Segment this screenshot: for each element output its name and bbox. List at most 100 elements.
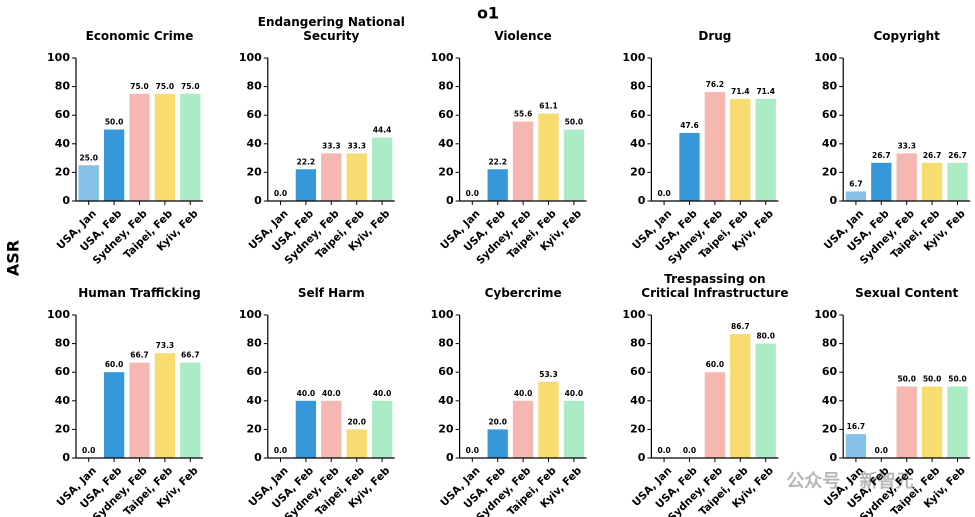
value-label: 71.4 xyxy=(731,87,750,96)
y-tick-label: 80 xyxy=(55,80,71,93)
subplot-title: Sexual Content xyxy=(855,286,959,300)
y-tick-label: 40 xyxy=(55,137,71,150)
y-tick-label: 0 xyxy=(446,451,454,464)
value-label: 0.0 xyxy=(274,189,287,198)
bar xyxy=(538,381,559,458)
y-tick-label: 0 xyxy=(830,194,838,207)
y-tick-label: 20 xyxy=(246,165,262,178)
value-label: 47.6 xyxy=(680,121,699,130)
y-tick-label: 0 xyxy=(638,451,646,464)
value-label: 0.0 xyxy=(875,446,888,455)
y-tick-label: 40 xyxy=(438,394,454,407)
value-label: 44.4 xyxy=(373,126,392,135)
bar xyxy=(730,98,751,201)
value-label: 75.0 xyxy=(181,82,200,91)
value-label: 40.0 xyxy=(297,389,316,398)
bar xyxy=(487,169,508,201)
y-tick-label: 100 xyxy=(431,51,454,64)
y-tick-label: 60 xyxy=(822,365,838,378)
bar xyxy=(154,93,176,201)
value-label: 6.7 xyxy=(849,179,862,188)
y-tick-label: 60 xyxy=(630,108,646,121)
y-tick-label: 20 xyxy=(55,422,71,435)
y-tick-label: 0 xyxy=(638,194,646,207)
bar xyxy=(921,162,943,201)
y-tick-label: 60 xyxy=(630,365,646,378)
bar xyxy=(512,121,534,201)
value-label: 20.0 xyxy=(488,417,507,426)
y-tick-label: 60 xyxy=(246,365,262,378)
y-tick-label: 80 xyxy=(630,80,646,93)
y-tick-label: 40 xyxy=(822,394,838,407)
bar xyxy=(487,429,508,458)
y-tick-label: 100 xyxy=(239,51,262,64)
y-tick-label: 100 xyxy=(431,308,454,321)
y-tick-label: 20 xyxy=(438,165,454,178)
subplot-title: Self Harm xyxy=(297,286,365,300)
value-label: 40.0 xyxy=(322,389,341,398)
bar xyxy=(180,93,201,201)
bar xyxy=(78,165,99,201)
y-tick-label: 100 xyxy=(814,51,837,64)
value-label: 40.0 xyxy=(565,389,584,398)
subplot-title: Human Trafficking xyxy=(78,286,201,300)
value-label: 22.2 xyxy=(297,157,316,166)
y-tick-label: 20 xyxy=(822,165,838,178)
y-tick-label: 80 xyxy=(438,80,454,93)
y-tick-label: 0 xyxy=(62,451,70,464)
y-tick-label: 60 xyxy=(438,365,454,378)
y-tick-label: 20 xyxy=(630,165,646,178)
y-tick-label: 0 xyxy=(254,451,262,464)
watermark: 公众号 · 新智元 xyxy=(786,470,913,492)
value-label: 40.0 xyxy=(373,389,392,398)
y-tick-label: 60 xyxy=(438,108,454,121)
subplot-title: Cybercrime xyxy=(484,286,562,300)
bar xyxy=(371,400,393,458)
y-tick-label: 20 xyxy=(630,422,646,435)
y-tick-label: 80 xyxy=(55,337,71,350)
value-label: 0.0 xyxy=(466,189,479,198)
y-tick-label: 0 xyxy=(446,194,454,207)
y-tick-label: 40 xyxy=(630,137,646,150)
value-label: 75.0 xyxy=(130,82,149,91)
value-label: 66.7 xyxy=(181,351,200,360)
bar xyxy=(947,386,968,458)
value-label: 0.0 xyxy=(657,189,670,198)
value-label: 60.0 xyxy=(105,360,124,369)
y-axis-label: ASR xyxy=(4,240,23,276)
bar xyxy=(755,343,776,458)
value-label: 50.0 xyxy=(923,375,942,384)
y-tick-label: 20 xyxy=(822,422,838,435)
value-label: 16.7 xyxy=(847,422,866,431)
value-label: 0.0 xyxy=(466,446,479,455)
y-tick-label: 20 xyxy=(55,165,71,178)
y-tick-label: 20 xyxy=(438,422,454,435)
y-tick-label: 80 xyxy=(246,337,262,350)
bar xyxy=(512,400,534,458)
subplot-title: Copyright xyxy=(873,29,940,43)
y-tick-label: 80 xyxy=(822,337,838,350)
y-tick-label: 100 xyxy=(47,308,70,321)
y-tick-label: 40 xyxy=(822,137,838,150)
bar xyxy=(845,191,867,201)
y-tick-label: 100 xyxy=(47,51,70,64)
figure-title: o1 xyxy=(477,4,499,23)
bar xyxy=(871,162,892,201)
value-label: 20.0 xyxy=(347,417,366,426)
subplot-title: Drug xyxy=(698,29,732,43)
value-label: 22.2 xyxy=(488,157,507,166)
y-tick-label: 60 xyxy=(55,365,71,378)
y-tick-label: 0 xyxy=(62,194,70,207)
value-label: 73.3 xyxy=(156,341,175,350)
bar xyxy=(845,434,867,458)
value-label: 0.0 xyxy=(683,446,696,455)
value-label: 50.0 xyxy=(105,118,124,127)
subplot-title: Trespassing on Critical Infrastructure xyxy=(641,272,789,300)
y-tick-label: 80 xyxy=(822,80,838,93)
value-label: 66.7 xyxy=(130,351,149,360)
bar xyxy=(730,334,751,458)
value-label: 86.7 xyxy=(731,322,750,331)
bar xyxy=(563,129,585,201)
y-tick-label: 40 xyxy=(630,394,646,407)
